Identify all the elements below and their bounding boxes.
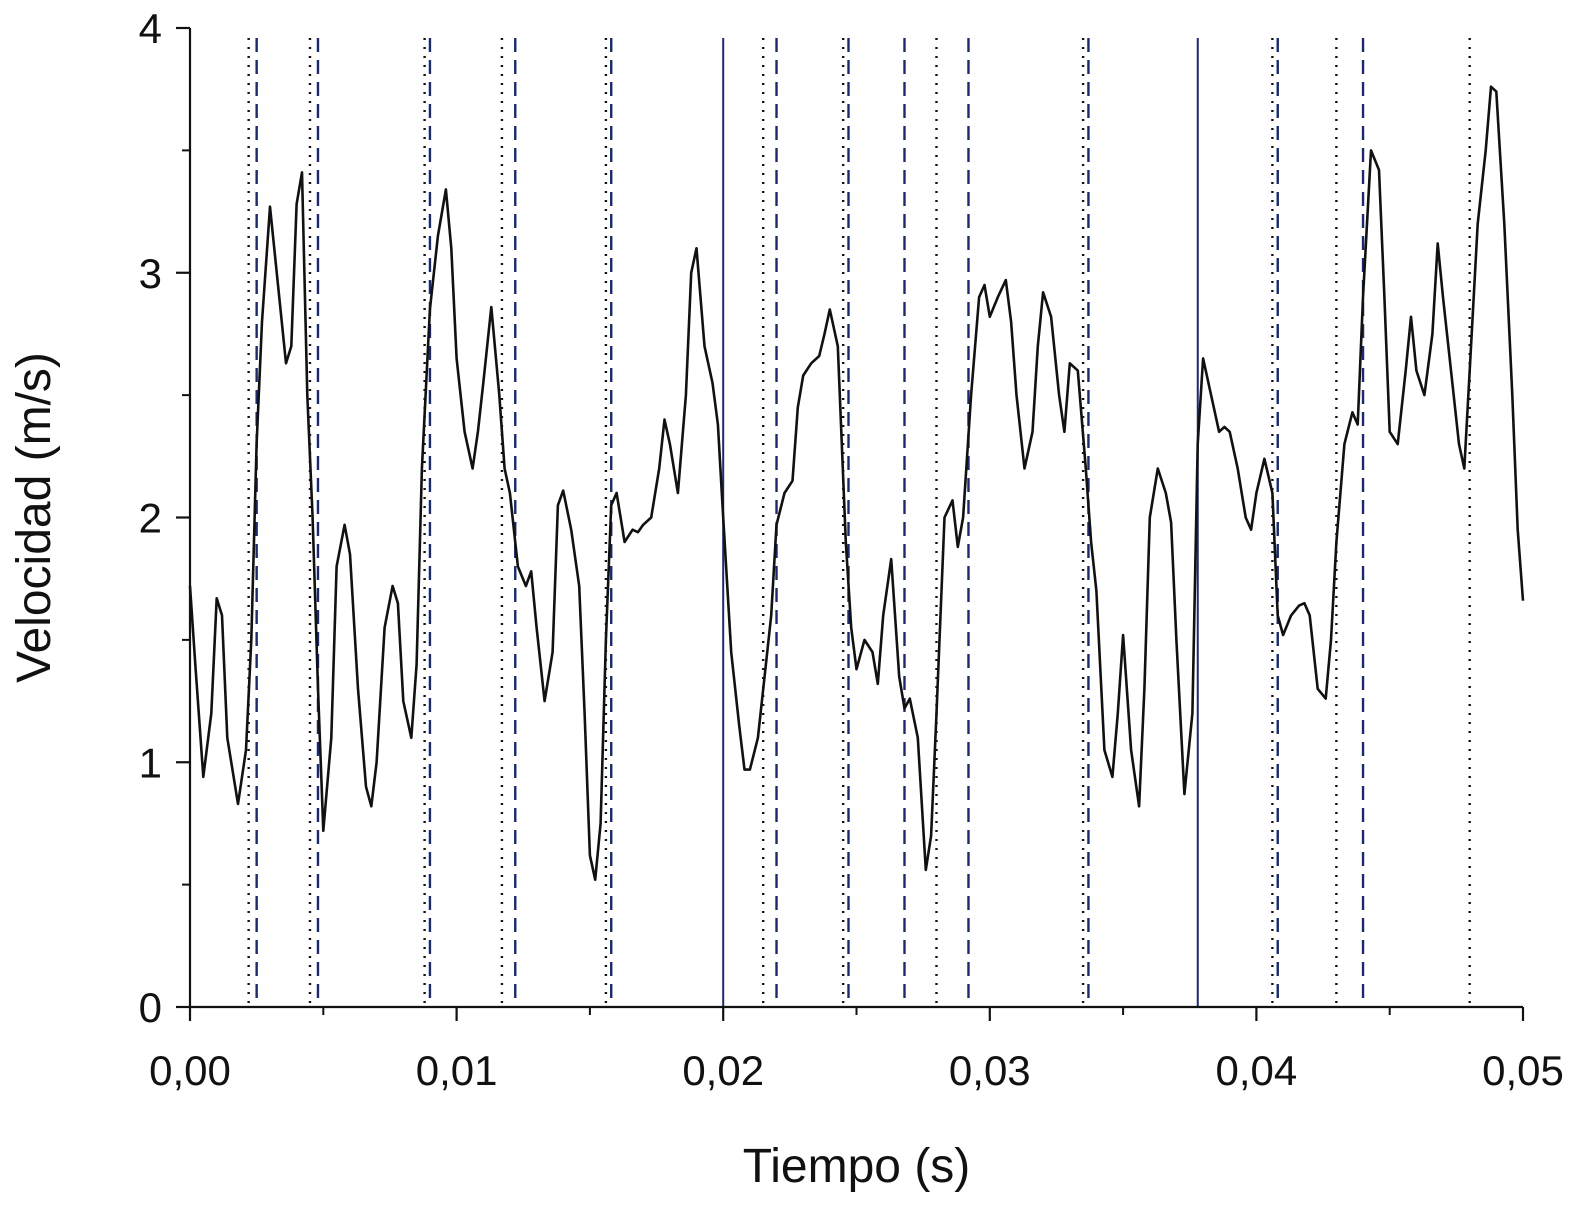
x-tick-label: 0,03 — [949, 1047, 1031, 1094]
vertical-marker-lines — [247, 38, 1471, 1007]
x-tick-label: 0,05 — [1482, 1047, 1564, 1094]
x-axis-label: Tiempo (s) — [743, 1140, 971, 1193]
y-axis-label: Velocidad (m/s) — [8, 352, 61, 683]
y-tick-label: 4 — [139, 5, 162, 52]
y-tick-label: 1 — [139, 739, 162, 786]
x-tick-label: 0,00 — [149, 1047, 231, 1094]
y-tick-label: 0 — [139, 984, 162, 1031]
x-tick-label: 0,01 — [416, 1047, 498, 1094]
axes — [188, 28, 1523, 1009]
velocity-series-line — [188, 85, 1525, 882]
ticks: 0,00 0,01 0,02 0,03 0,04 0,05 0 1 2 3 4 — [139, 5, 1564, 1094]
x-tick-label: 0,02 — [682, 1047, 764, 1094]
y-tick-label: 3 — [139, 250, 162, 297]
y-tick-label: 2 — [139, 495, 162, 542]
series-group — [188, 85, 1525, 882]
x-tick-label: 0,04 — [1216, 1047, 1298, 1094]
